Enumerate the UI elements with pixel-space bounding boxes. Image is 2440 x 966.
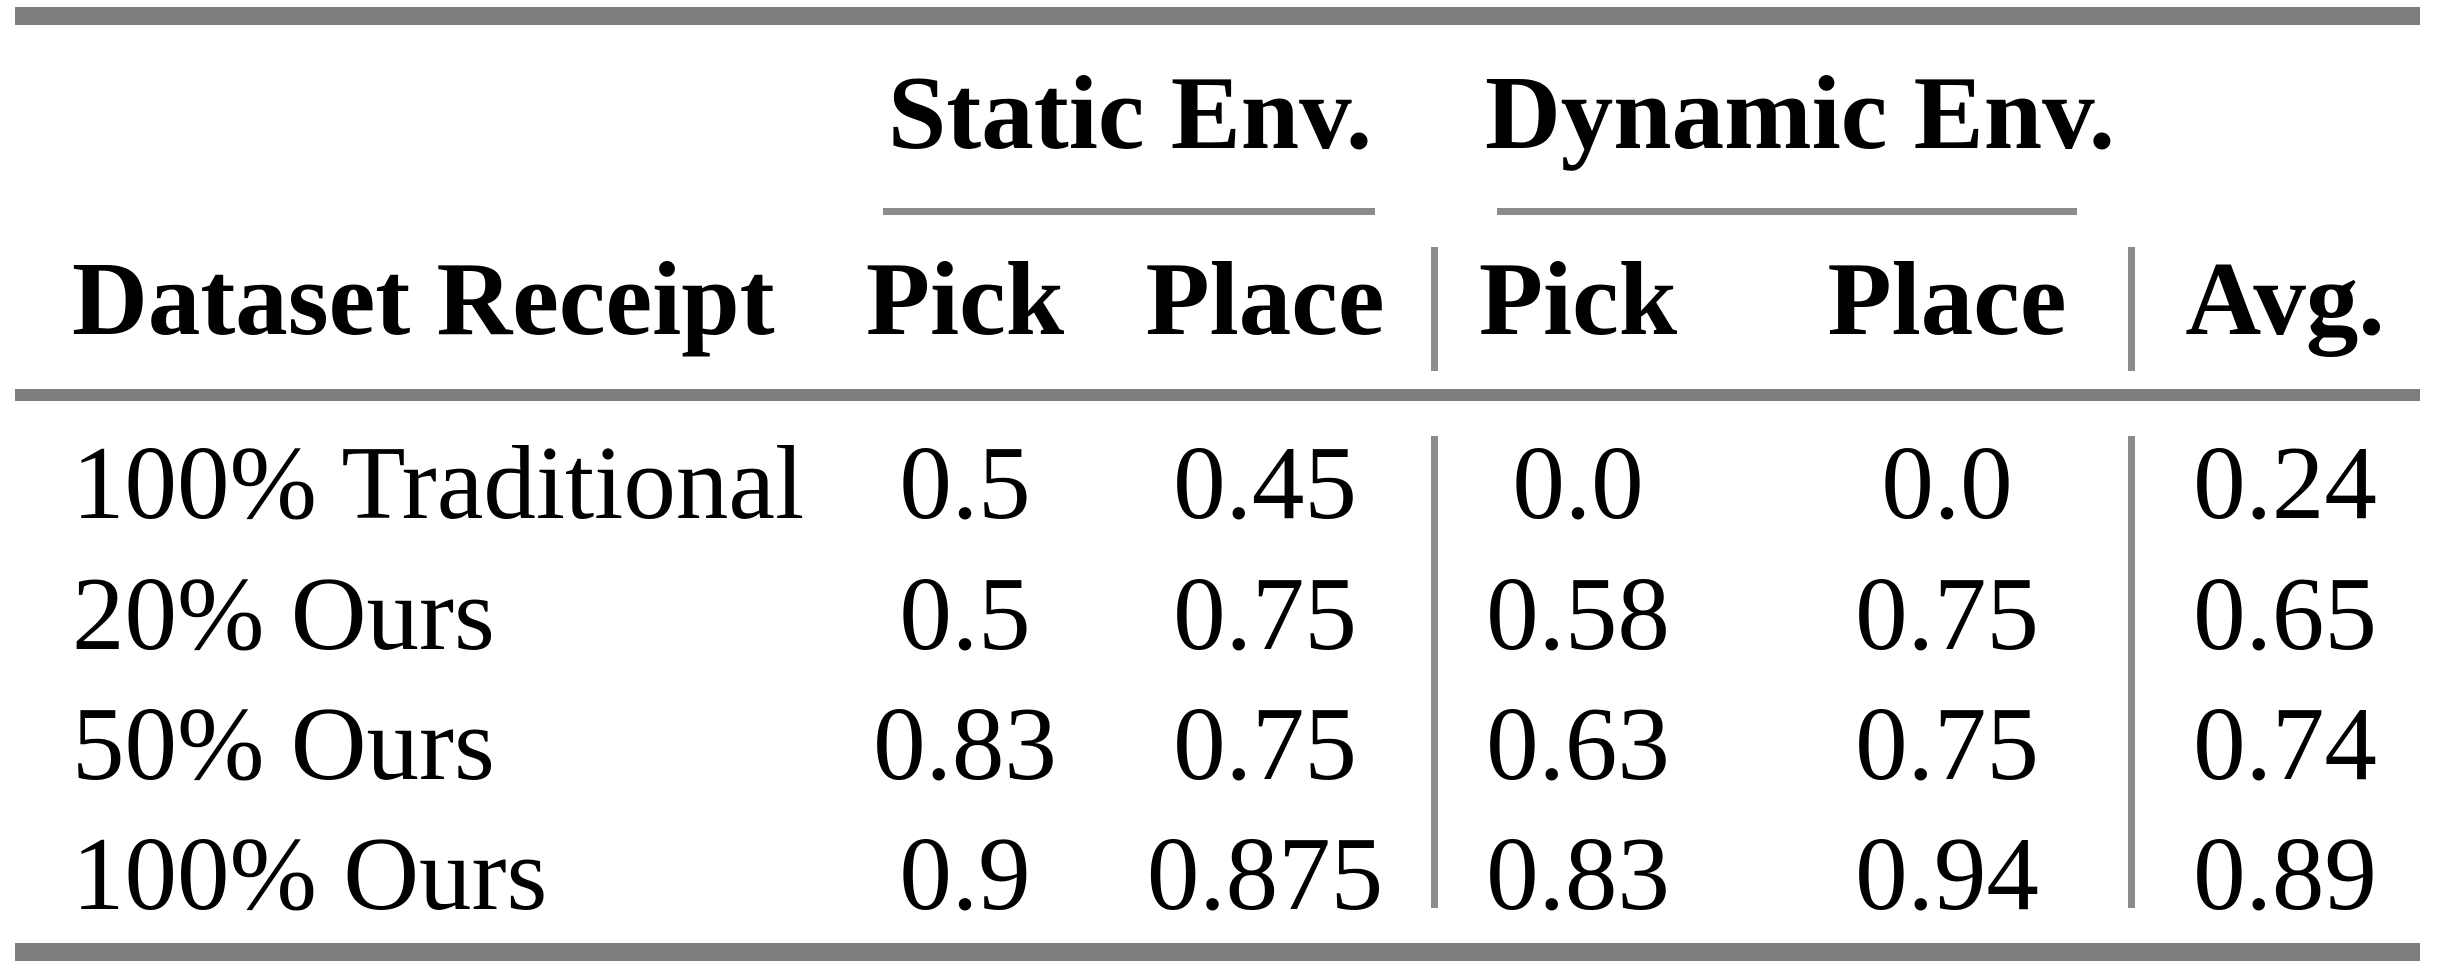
- top-rule: [15, 7, 2420, 25]
- col-header-dataset-receipt: Dataset Receipt: [72, 240, 775, 357]
- dynamic-avg-divider-body: [2128, 436, 2135, 908]
- cell-static-place: 0.875: [1146, 815, 1384, 932]
- row-label: 20% Ours: [72, 555, 495, 672]
- cell-static-place: 0.75: [1173, 555, 1357, 672]
- dynamic-env-underline: [1497, 208, 2077, 215]
- cell-dynamic-place: 0.75: [1855, 555, 2039, 672]
- col-header-static-pick: Pick: [865, 240, 1065, 357]
- row-label: 100% Traditional: [72, 424, 805, 541]
- cell-static-place: 0.45: [1173, 424, 1357, 541]
- group-header-dynamic-env: Dynamic Env.: [1484, 54, 2116, 171]
- static-env-underline: [883, 208, 1375, 215]
- cell-dynamic-place: 0.75: [1855, 685, 2039, 802]
- cell-dynamic-place: 0.0: [1881, 424, 2013, 541]
- col-header-static-place: Place: [1145, 240, 1385, 357]
- dynamic-avg-divider-header: [2128, 247, 2135, 371]
- cell-avg: 0.65: [2193, 555, 2377, 672]
- cell-dynamic-pick: 0.83: [1486, 815, 1670, 932]
- cell-dynamic-pick: 0.0: [1512, 424, 1644, 541]
- col-header-dynamic-pick: Pick: [1478, 240, 1678, 357]
- static-dynamic-divider-header: [1431, 247, 1438, 371]
- cell-dynamic-place: 0.94: [1855, 815, 2039, 932]
- cell-avg: 0.24: [2193, 424, 2377, 541]
- cell-static-pick: 0.83: [873, 685, 1057, 802]
- cell-dynamic-pick: 0.58: [1486, 555, 1670, 672]
- col-header-dynamic-place: Place: [1827, 240, 2067, 357]
- row-label: 50% Ours: [72, 685, 495, 802]
- header-midrule: [15, 389, 2420, 401]
- bottom-rule: [15, 943, 2420, 961]
- cell-static-pick: 0.9: [899, 815, 1031, 932]
- col-header-avg: Avg.: [2185, 240, 2385, 357]
- row-label: 100% Ours: [72, 815, 548, 932]
- cell-avg: 0.74: [2193, 685, 2377, 802]
- group-header-static-env: Static Env.: [887, 54, 1373, 171]
- cell-static-pick: 0.5: [899, 424, 1031, 541]
- cell-static-pick: 0.5: [899, 555, 1031, 672]
- cell-static-place: 0.75: [1173, 685, 1357, 802]
- cell-dynamic-pick: 0.63: [1486, 685, 1670, 802]
- cell-avg: 0.89: [2193, 815, 2377, 932]
- static-dynamic-divider-body: [1431, 436, 1438, 908]
